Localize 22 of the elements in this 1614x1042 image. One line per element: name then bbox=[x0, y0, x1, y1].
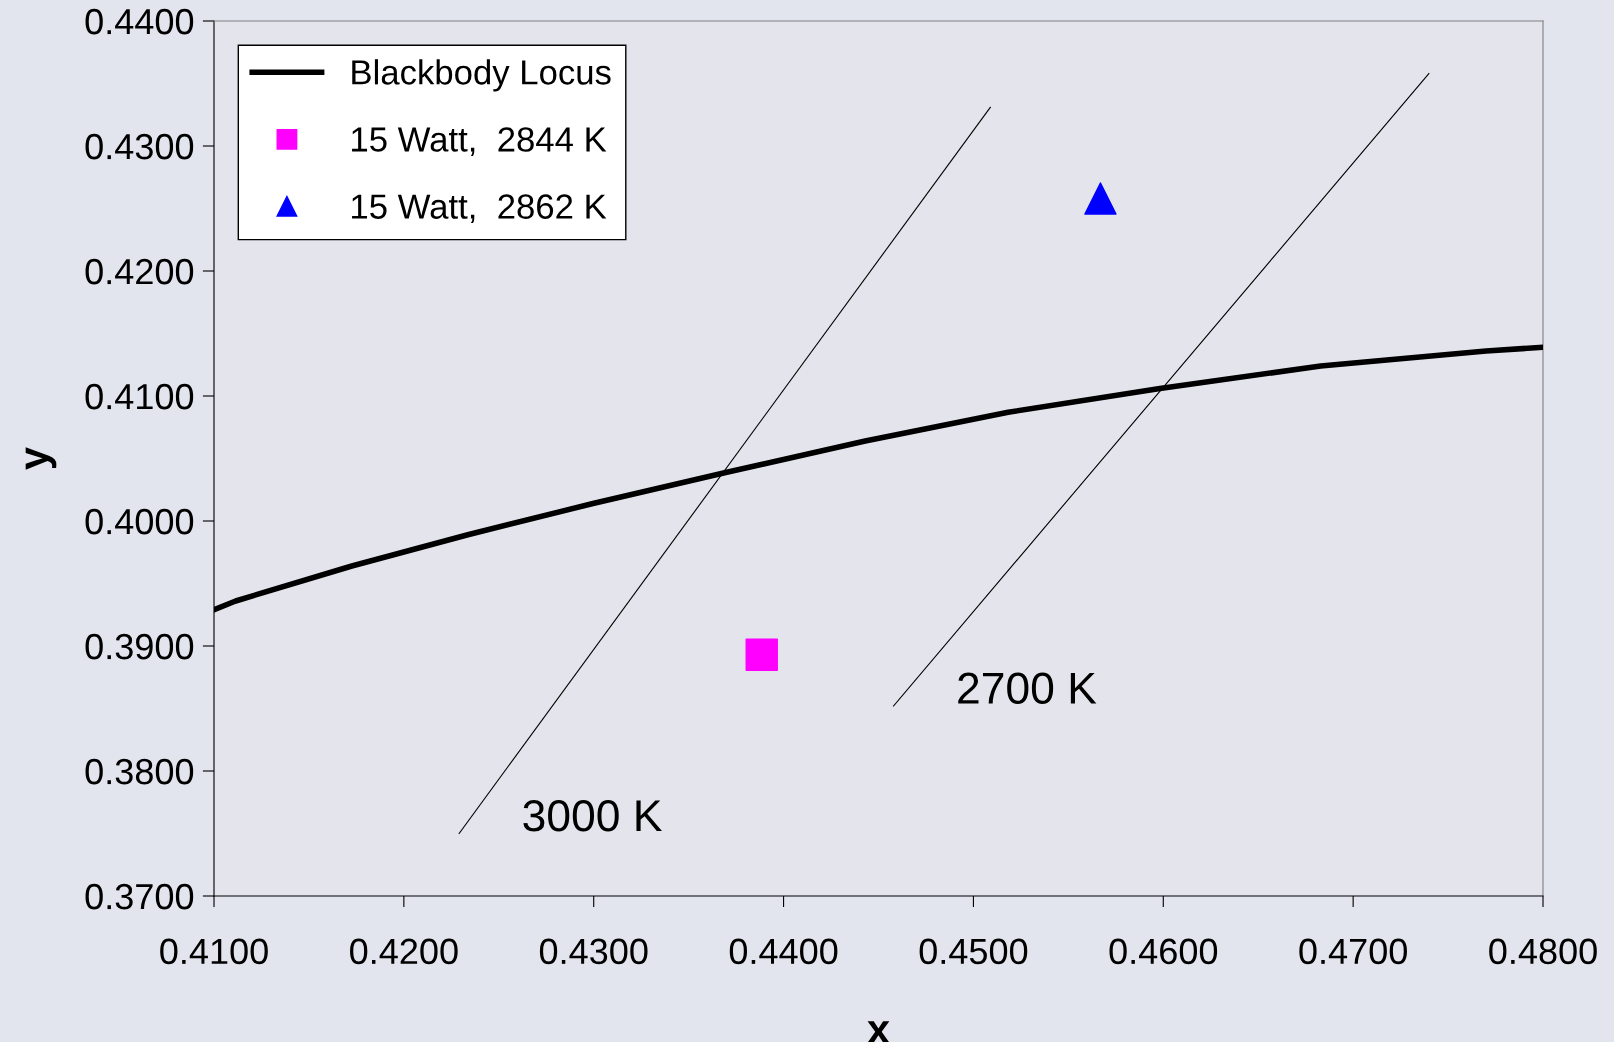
y-tick-label: 0.4400 bbox=[85, 8, 194, 35]
x-tick-label: 0.4800 bbox=[1489, 938, 1597, 965]
x-tick-label: 0.4100 bbox=[160, 938, 268, 965]
y-tick-label: 0.4100 bbox=[85, 383, 194, 410]
y-tick-label: 0.4300 bbox=[85, 133, 194, 160]
x-tick-label: 0.4300 bbox=[539, 938, 648, 965]
y-tick-label: 0.3700 bbox=[85, 883, 194, 910]
y-tick-label: 0.3900 bbox=[85, 633, 194, 660]
y-tick-label: 0.4000 bbox=[85, 508, 194, 535]
x-tick-label: 0.4600 bbox=[1109, 938, 1218, 965]
y-tick-label: 0.4200 bbox=[85, 258, 194, 285]
legend-label: Blackbody Locus bbox=[352, 59, 611, 92]
annotation: 3000 K bbox=[523, 800, 662, 832]
x-tick-label: 0.4400 bbox=[729, 938, 838, 965]
legend-label: 15 Watt, 2844 K bbox=[352, 127, 607, 156]
annotation: 2700 K bbox=[958, 672, 1097, 705]
x-tick-label: 0.4700 bbox=[1299, 938, 1407, 965]
x-tick-label: 0.4500 bbox=[919, 938, 1028, 965]
y-tick-label: 0.3800 bbox=[85, 758, 194, 785]
x-tick-label: 0.4200 bbox=[350, 938, 458, 965]
y-axis-title: y bbox=[25, 447, 57, 470]
legend-label: 15 Watt, 2862 K bbox=[352, 194, 607, 223]
